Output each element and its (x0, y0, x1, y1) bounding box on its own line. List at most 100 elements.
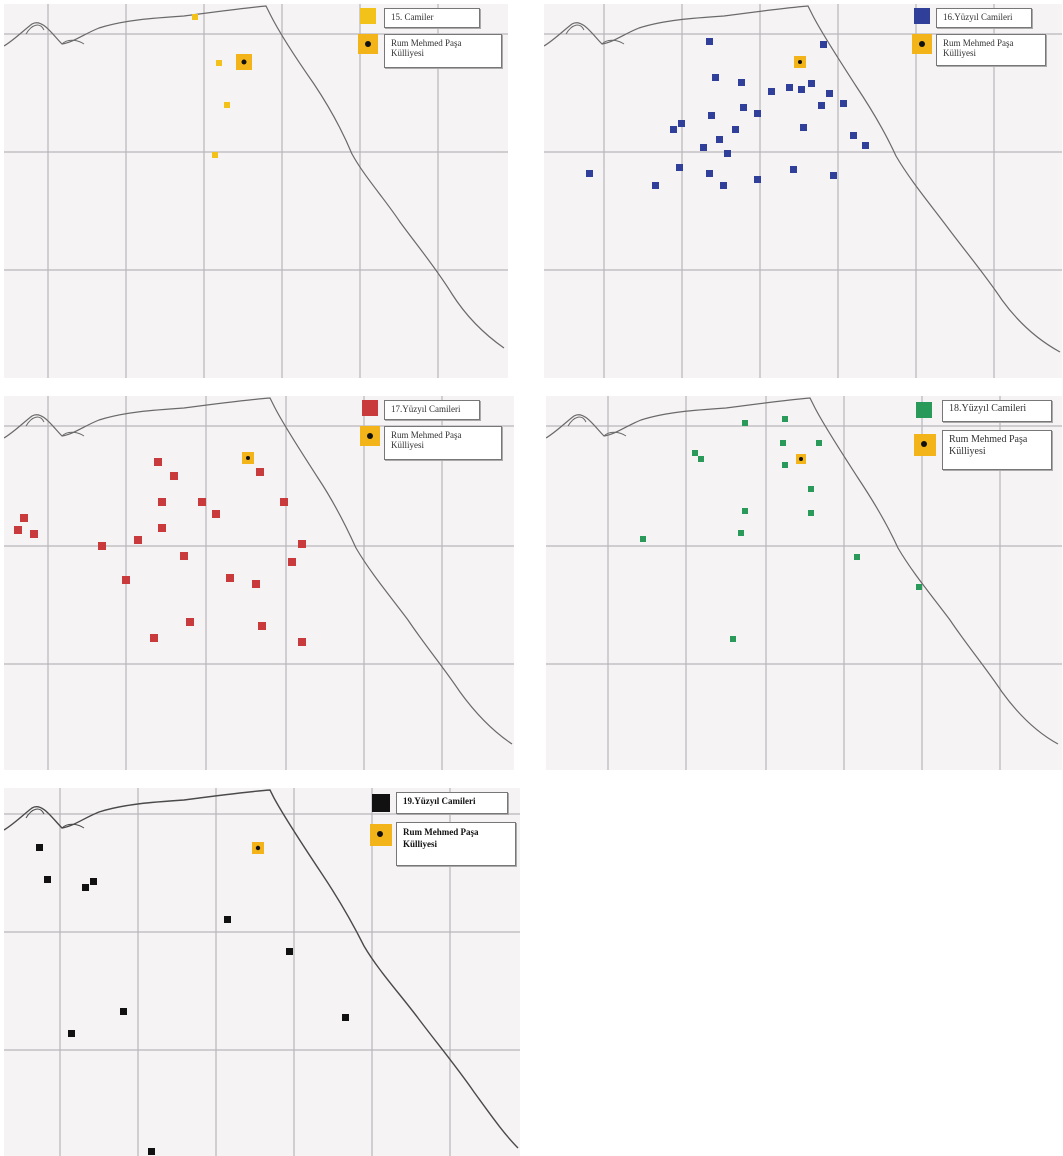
pasha-complex-marker (252, 842, 264, 854)
coastline (4, 5, 505, 349)
mosque-marker (740, 104, 747, 111)
mosque-markers (640, 416, 922, 642)
mosque-marker (652, 182, 659, 189)
map-panel-17th-century: 17.Yüzyıl Camileri Rum Mehmed Paşa Külli… (4, 396, 514, 770)
map-base (544, 4, 1062, 378)
legend-pasha-label: Rum Mehmed Paşa Külliyesi (384, 34, 502, 68)
mosque-marker (192, 14, 198, 20)
legend-pasha-icon (914, 434, 936, 456)
mosque-marker (742, 508, 748, 514)
map-base (546, 396, 1062, 770)
mosque-marker (730, 636, 736, 642)
mosque-marker (224, 916, 231, 923)
mosque-marker (286, 948, 293, 955)
mosque-marker (818, 102, 825, 109)
mosque-marker (820, 41, 827, 48)
legend-swatch-17th (362, 400, 378, 416)
mosque-marker (30, 530, 38, 538)
mosque-marker (738, 79, 745, 86)
legend-pasha-icon (360, 426, 380, 446)
mosque-marker (36, 844, 43, 851)
pasha-complex-marker (236, 54, 252, 70)
mosque-marker (670, 126, 677, 133)
mosque-marker (280, 498, 288, 506)
legend-label-17th: 17.Yüzyıl Camileri (384, 400, 480, 420)
legend-swatch-19th (372, 794, 390, 812)
mosque-marker (706, 38, 713, 45)
map-base (4, 788, 520, 1156)
mosque-marker (782, 462, 788, 468)
legend-label-16th: 16.Yüzyıl Camileri (936, 8, 1032, 28)
mosque-marker (916, 584, 922, 590)
mosque-marker (44, 876, 51, 883)
mosque-marker (224, 102, 230, 108)
legend-swatch-16th (914, 8, 930, 24)
mosque-marker (732, 126, 739, 133)
mosque-marker (226, 574, 234, 582)
mosque-marker (98, 542, 106, 550)
mosque-marker (754, 176, 761, 183)
mosque-marker (708, 112, 715, 119)
mosque-marker (170, 472, 178, 480)
legend-label-15th: 15. Camiler (384, 8, 480, 28)
legend-pasha-icon (358, 34, 378, 54)
mosque-marker (158, 498, 166, 506)
mosque-marker (154, 458, 162, 466)
mosque-marker (180, 552, 188, 560)
mosque-marker (90, 878, 97, 885)
mosque-marker (798, 86, 805, 93)
mosque-marker (298, 638, 306, 646)
pasha-complex-marker (796, 454, 806, 464)
mosque-markers (14, 458, 306, 646)
map-panel-18th-century: 18.Yüzyıl Camileri Rum Mehmed Paşa Külli… (546, 396, 1062, 770)
mosque-marker (768, 88, 775, 95)
grid-lines (544, 4, 1062, 378)
mosque-marker (342, 1014, 349, 1021)
mosque-marker (790, 166, 797, 173)
mosque-markers (586, 38, 869, 189)
mosque-marker (716, 136, 723, 143)
legend-pasha-label: Rum Mehmed Paşa Külliyesi (942, 430, 1052, 470)
mosque-marker (216, 60, 222, 66)
map-panel-19th-century: 19.Yüzyıl Camileri Rum Mehmed Paşa Külli… (4, 788, 520, 1156)
legend-label-18th: 18.Yüzyıl Camileri (942, 400, 1052, 422)
mosque-marker (712, 74, 719, 81)
mosque-marker (742, 420, 748, 426)
mosque-marker (212, 510, 220, 518)
mosque-marker (808, 510, 814, 516)
mosque-marker (724, 150, 731, 157)
mosque-marker (698, 456, 704, 462)
mosque-marker (862, 142, 869, 149)
mosque-marker (800, 124, 807, 131)
mosque-marker (122, 576, 130, 584)
mosque-marker (706, 170, 713, 177)
mosque-marker (780, 440, 786, 446)
mosque-marker (212, 152, 218, 158)
mosque-markers (192, 14, 230, 158)
mosque-marker (288, 558, 296, 566)
legend-pasha-label: Rum Mehmed Paşa Külliyesi (936, 34, 1046, 66)
mosque-marker (148, 1148, 155, 1155)
mosque-marker (782, 416, 788, 422)
mosque-marker (120, 1008, 127, 1015)
map-panel-15th-century: 15. Camiler Rum Mehmed Paşa Külliyesi (4, 4, 508, 378)
mosque-marker (676, 164, 683, 171)
mosque-marker (640, 536, 646, 542)
mosque-marker (786, 84, 793, 91)
grid-lines (4, 788, 520, 1156)
mosque-marker (186, 618, 194, 626)
legend-label-19th: 19.Yüzyıl Camileri (396, 792, 508, 814)
mosque-marker (14, 526, 22, 534)
mosque-marker (738, 530, 744, 536)
mosque-marker (258, 622, 266, 630)
mosque-marker (720, 182, 727, 189)
pasha-complex-marker (794, 56, 806, 68)
mosque-marker (198, 498, 206, 506)
mosque-marker (678, 120, 685, 127)
coastline (4, 397, 513, 745)
mosque-marker (586, 170, 593, 177)
mosque-marker (298, 540, 306, 548)
mosque-marker (826, 90, 833, 97)
coastline (544, 5, 1061, 353)
coastline (546, 397, 1059, 745)
